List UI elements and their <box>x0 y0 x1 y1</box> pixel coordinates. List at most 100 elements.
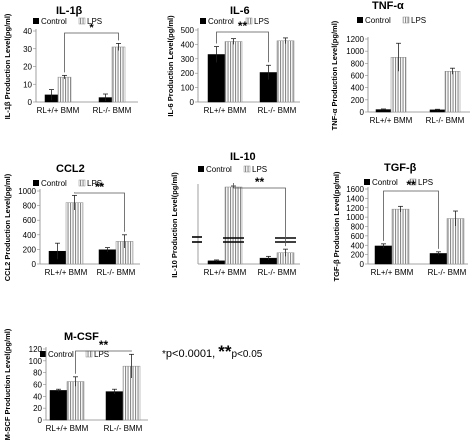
y-tick-label: 500 <box>181 26 195 35</box>
y-axis-label: CCL2 Production Level(pg/ml) <box>3 173 12 281</box>
chart-title: CCL2 <box>56 163 85 175</box>
y-tick-label: 80 <box>33 369 42 378</box>
legend-swatch-lps <box>402 16 410 24</box>
y-tick-label: 400 <box>181 40 195 49</box>
y-tick-label: 400 <box>351 84 365 93</box>
chart-panel: M-CSF Control LPS M-SCF Production Level(pg… <box>3 328 148 440</box>
legend-label-lps: LPS <box>94 350 109 359</box>
legend-label-lps: LPS <box>87 179 102 188</box>
legend-label-lps: LPS <box>87 17 102 26</box>
significance-label: ** <box>95 180 105 194</box>
x-tick-label: RL-/- BMM <box>258 268 297 277</box>
bar-control <box>374 245 393 265</box>
significance-bracket <box>233 183 286 247</box>
y-tick-label: 10 <box>23 80 32 89</box>
y-tick-label: 200 <box>181 69 195 78</box>
legend-label-control: Control <box>372 178 398 187</box>
legend-swatch-lps <box>245 17 253 25</box>
significance-label: * <box>89 22 94 34</box>
y-tick-label: 0 <box>190 98 195 107</box>
legend-label-lps: LPS <box>418 178 433 187</box>
chart-legend: Control LPS <box>364 178 433 187</box>
legend-label-control: Control <box>48 350 74 359</box>
chart-legend: Control LPS <box>33 179 102 188</box>
y-tick-label: 0 <box>360 108 365 117</box>
y-tick-label: 120 <box>29 345 43 354</box>
chart-panel: TGF-β Control LPS TGF-β Production Level(pg… <box>332 162 468 282</box>
legend-swatch-control <box>200 18 206 24</box>
y-tick-label: 800 <box>23 202 37 211</box>
footnote-double-text: p<0.05 <box>231 349 263 360</box>
y-tick-label: 600 <box>23 216 37 225</box>
y-tick-label: 100 <box>181 84 195 93</box>
bar-lps <box>391 208 410 265</box>
legend-swatch-lps <box>78 179 86 187</box>
x-tick-label: RL+/+ BMM <box>204 268 247 277</box>
significance-label: ** <box>99 338 109 352</box>
footnote-single-text: p<0.0001, <box>165 348 216 360</box>
y-tick-label: 400 <box>351 241 365 250</box>
legend-swatch-control <box>357 17 363 23</box>
y-tick-label: 0 <box>32 260 37 269</box>
y-tick-label: 600 <box>351 72 365 81</box>
significance-label: ** <box>238 19 248 33</box>
y-tick-label: 1000 <box>346 47 364 56</box>
x-tick-label: RL-/- BMM <box>428 268 467 277</box>
y-tick-label: 200 <box>23 245 37 254</box>
legend-label-lps: LPS <box>254 17 269 26</box>
legend-swatch-control <box>40 351 46 357</box>
y-tick-label: 1200 <box>346 204 364 213</box>
bar-lps <box>66 381 85 421</box>
significance-label: ** <box>255 175 265 189</box>
x-tick-label: RL+/+ BMM <box>204 106 247 115</box>
legend-swatch-control <box>198 166 204 172</box>
y-tick-label: 1600 <box>346 185 364 194</box>
y-tick-label: 0 <box>28 98 33 107</box>
x-tick-label: RL+/+ BMM <box>37 106 80 115</box>
chart-title: TNF-α <box>372 0 404 12</box>
y-axis-label: TNF-α Production Level(pg/ml) <box>330 20 339 130</box>
significance-label: ** <box>406 178 416 192</box>
x-tick-label: RL+/+ BMM <box>371 268 414 277</box>
chart-legend: Control LPS <box>200 17 269 26</box>
bar-lps <box>224 186 243 265</box>
y-axis-label: TGF-β Production Level(pg/ml) <box>332 171 341 281</box>
chart-panel: CCL2 Control LPS CCL2 Production Level(pg/m… <box>3 163 140 281</box>
y-tick-label: 200 <box>351 96 365 105</box>
footnote-single-mark: * <box>162 349 166 360</box>
bar-lps <box>111 46 126 103</box>
x-tick-label: RL-/- BMM <box>258 106 297 115</box>
y-tick-label: 20 <box>33 404 42 413</box>
significance-bracket <box>383 190 439 249</box>
y-tick-label: 400 <box>23 231 37 240</box>
y-axis-label: IL-6 Production Level(pg/ml) <box>166 15 175 117</box>
y-tick-label: 800 <box>351 59 365 68</box>
x-tick-label: RL-/- BMM <box>97 268 136 277</box>
legend-swatch-lps <box>243 165 251 173</box>
y-tick-label: 0 <box>38 416 43 425</box>
y-tick-label: 30 <box>23 45 32 54</box>
chart-legend: Control LPS <box>198 165 267 174</box>
significance-bracket <box>74 192 125 232</box>
bar-control <box>105 391 124 421</box>
y-tick-label: 60 <box>33 381 42 390</box>
x-tick-label: RL-/- BMM <box>426 116 465 125</box>
legend-swatch-lps <box>85 350 93 358</box>
significance-bracket <box>64 32 119 73</box>
chart-legend: Control LPS <box>357 16 426 25</box>
legend-label-control: Control <box>208 17 234 26</box>
bar-lps <box>57 76 72 103</box>
y-tick-label: 1400 <box>346 194 364 203</box>
y-tick-label: 0 <box>360 260 365 269</box>
x-tick-label: RL-/- BMM <box>104 424 143 433</box>
chart-legend: Control LPS <box>33 17 102 26</box>
y-tick-label: 100 <box>29 357 43 366</box>
y-tick-label: 300 <box>181 55 195 64</box>
chart-title: TGF-β <box>384 162 417 174</box>
y-axis-label: M-SCF Production Level(pg/ml) <box>3 328 12 440</box>
bar-lps <box>276 40 295 103</box>
footnote-double-mark: ** <box>218 342 232 361</box>
legend-label-control: Control <box>365 16 391 25</box>
